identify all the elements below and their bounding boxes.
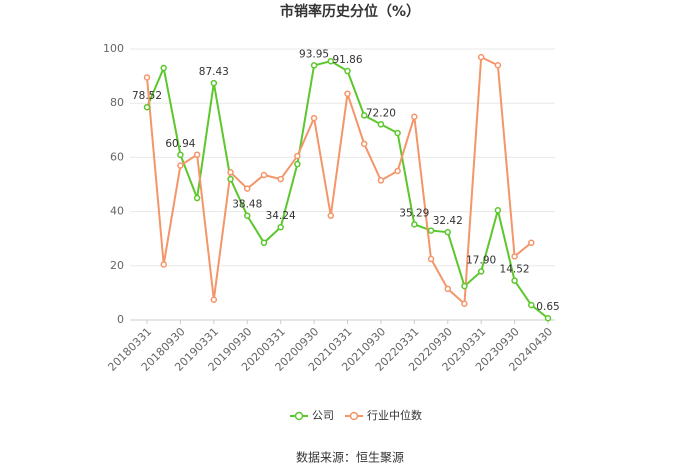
y-tick-label: 40 (110, 205, 124, 218)
point (294, 160, 301, 168)
point (177, 162, 184, 169)
value-label: 93.95 (299, 48, 329, 60)
point (310, 62, 318, 69)
point (327, 212, 335, 219)
point (310, 114, 318, 122)
value-label: 87.43 (199, 66, 229, 78)
value-label: 0.65 (536, 301, 559, 313)
value-label: 14.52 (500, 264, 530, 276)
point (227, 169, 234, 176)
point (193, 151, 201, 158)
value-label: 72.20 (366, 107, 396, 119)
point (244, 212, 251, 219)
point (160, 261, 167, 268)
point (277, 223, 284, 231)
point (244, 185, 251, 192)
y-tick-label: 80 (110, 96, 124, 109)
point (377, 121, 385, 128)
value-label: 78.52 (132, 90, 162, 102)
point (327, 57, 335, 65)
point (411, 221, 418, 228)
chart-title: 市销率历史分位（%） (280, 3, 420, 20)
point (477, 53, 485, 61)
legend-marker (349, 411, 359, 421)
point (511, 253, 518, 260)
point (528, 301, 535, 309)
point (444, 228, 451, 236)
series-line (146, 55, 532, 306)
legend-label: 行业中位数 (367, 408, 422, 422)
point (477, 268, 485, 275)
point (461, 300, 468, 307)
point (461, 282, 468, 290)
value-label: 60.94 (165, 138, 195, 150)
point (227, 175, 234, 183)
point (344, 90, 351, 97)
value-label: 32.42 (433, 215, 463, 227)
value-label: 17.90 (466, 254, 496, 266)
value-label: 34.24 (266, 210, 296, 222)
y-tick-label: 20 (110, 259, 124, 272)
value-label: 38.48 (232, 199, 262, 211)
value-label: 91.86 (332, 54, 362, 66)
point (260, 239, 268, 247)
point (177, 151, 184, 159)
point (210, 79, 218, 87)
point (377, 177, 385, 184)
legend-marker (294, 411, 304, 421)
point (143, 103, 151, 111)
point (511, 277, 518, 284)
y-tick-label: 0 (117, 313, 124, 326)
point (277, 175, 284, 183)
point (494, 62, 502, 69)
point (528, 239, 535, 247)
source: 数据来源：恒生聚源 (296, 450, 404, 465)
point (360, 140, 368, 148)
value-label: 35.29 (399, 207, 429, 219)
point (444, 285, 451, 293)
point (260, 171, 268, 179)
point (544, 314, 552, 322)
point (427, 227, 435, 234)
legend-label: 公司 (312, 409, 334, 422)
point (210, 296, 218, 303)
point (494, 206, 502, 214)
point (394, 129, 401, 137)
point (160, 64, 167, 72)
point (411, 113, 418, 120)
point (427, 255, 435, 263)
point (360, 112, 368, 119)
y-tick-label: 100 (103, 42, 124, 55)
point (394, 167, 401, 175)
point (294, 152, 301, 160)
point (344, 67, 351, 75)
point (193, 194, 201, 202)
y-tick-label: 60 (110, 150, 124, 163)
point (143, 74, 151, 81)
